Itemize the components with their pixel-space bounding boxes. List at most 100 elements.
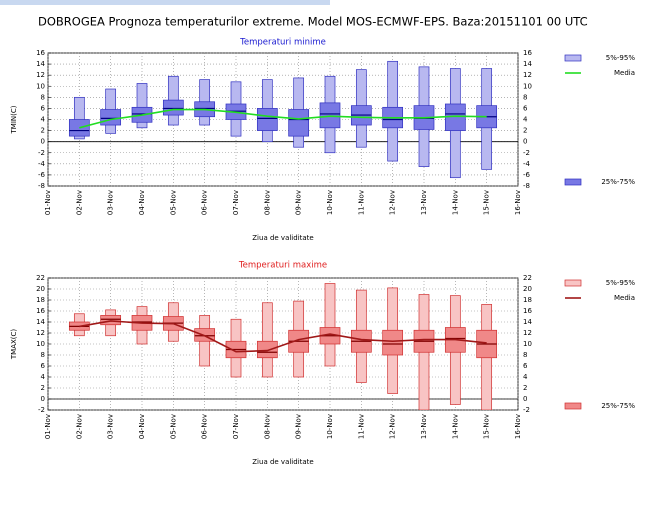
y-tick-label-right: 0 <box>523 138 527 146</box>
x-tick-label: 10-Nov <box>326 414 334 439</box>
range-box <box>261 302 273 378</box>
y-tick-label: 4 <box>41 373 46 381</box>
y-tick-label-right: -8 <box>523 182 530 190</box>
banner <box>0 0 330 5</box>
iqr-box <box>256 340 278 359</box>
y-tick-label: 0 <box>41 138 45 146</box>
y-tick-label-right: 4 <box>523 116 528 124</box>
y-tick-label-right: 12 <box>523 329 532 337</box>
y-tick-label-right: -2 <box>523 149 530 157</box>
y-tick-label: 6 <box>41 104 46 112</box>
x-tick-label: 02-Nov <box>75 414 83 439</box>
x-tick-label: 09-Nov <box>295 190 303 215</box>
y-tick-label: 8 <box>41 351 45 359</box>
y-tick-label-right: -6 <box>523 171 531 179</box>
iqr-box <box>288 109 310 137</box>
x-tick-label: 12-Nov <box>389 414 397 439</box>
chart-subtitle: Temperaturi minime <box>239 38 326 48</box>
y-tick-label-right: 22 <box>523 274 532 282</box>
y-tick-label: 16 <box>36 307 45 315</box>
y-tick-label: -8 <box>38 182 45 190</box>
y-tick-label: -2 <box>38 149 45 157</box>
y-axis-label: TMIN(C) <box>10 105 18 134</box>
y-tick-label: 22 <box>36 274 45 282</box>
y-tick-label: 2 <box>41 127 45 135</box>
legend-box-swatch <box>564 402 582 410</box>
y-tick-label: 20 <box>36 285 45 293</box>
x-tick-label: 06-Nov <box>201 414 209 439</box>
x-tick-label: 10-Nov <box>326 190 334 215</box>
iqr-box <box>162 99 184 116</box>
iqr-box <box>319 102 341 129</box>
legend-range: 5%-95% <box>606 279 636 287</box>
legend-range: 5%-95% <box>606 54 636 62</box>
x-tick-label: 09-Nov <box>295 414 303 439</box>
y-tick-label-right: 16 <box>523 49 532 57</box>
y-tick-label-right: -2 <box>523 406 530 414</box>
y-tick-label: 12 <box>36 71 45 79</box>
y-tick-label: -2 <box>38 406 45 414</box>
y-tick-label-right: 4 <box>523 373 528 381</box>
chart-subtitle: Temperaturi maxime <box>238 261 327 271</box>
x-tick-label: 04-Nov <box>138 414 146 439</box>
y-tick-label: 0 <box>41 395 45 403</box>
y-tick-label-right: 14 <box>523 318 532 326</box>
y-tick-label-right: 6 <box>523 362 528 370</box>
x-tick-label: 11-Nov <box>357 414 365 439</box>
y-tick-label: 10 <box>36 82 45 90</box>
x-tick-label: 02-Nov <box>75 190 83 215</box>
x-tick-label: 13-Nov <box>420 190 428 215</box>
x-tick-label: 01-Nov <box>44 190 52 215</box>
iqr-box <box>382 329 404 356</box>
y-tick-label: 4 <box>41 116 46 124</box>
y-tick-label-right: -4 <box>523 160 531 168</box>
y-tick-label: 8 <box>41 93 45 101</box>
iqr-box <box>256 108 278 131</box>
boxes <box>68 283 498 410</box>
legend-box: 25%-75% <box>601 402 635 410</box>
y-tick-label: 16 <box>36 49 45 57</box>
x-axis-label: Ziua de validitate <box>252 234 313 242</box>
x-tick-label: 12-Nov <box>389 190 397 215</box>
x-tick-label: 07-Nov <box>232 414 240 439</box>
y-tick-label-right: 12 <box>523 71 532 79</box>
y-tick-label: -6 <box>38 171 46 179</box>
x-tick-label: 03-Nov <box>107 414 115 439</box>
y-tick-label-right: 0 <box>523 395 527 403</box>
y-tick-label: 14 <box>36 60 45 68</box>
y-tick-label-right: 8 <box>523 93 527 101</box>
legend-box: 25%-75% <box>601 178 635 186</box>
x-tick-label: 04-Nov <box>138 190 146 215</box>
iqr-box <box>100 109 122 126</box>
x-tick-label: 05-Nov <box>169 414 177 439</box>
x-tick-label: 15-Nov <box>483 190 491 215</box>
range-box <box>324 283 336 367</box>
x-tick-label: 05-Nov <box>169 190 177 215</box>
y-tick-label: 12 <box>36 329 45 337</box>
x-tick-label: 13-Nov <box>420 414 428 439</box>
y-tick-label: 14 <box>36 318 45 326</box>
mean-line <box>79 108 487 129</box>
y-tick-label-right: 8 <box>523 351 527 359</box>
x-tick-label: 16-Nov <box>514 190 522 215</box>
y-tick-label-right: 10 <box>523 82 532 90</box>
y-tick-label-right: 2 <box>523 127 527 135</box>
y-tick-label-right: 10 <box>523 340 532 348</box>
y-tick-label-right: 14 <box>523 60 532 68</box>
legend-range-swatch <box>564 54 582 62</box>
x-tick-label: 14-Nov <box>451 414 459 439</box>
y-axis-label: TMAX(C) <box>10 329 18 361</box>
x-tick-label: 08-Nov <box>263 190 271 215</box>
x-tick-label: 14-Nov <box>451 190 459 215</box>
iqr-box <box>100 315 122 326</box>
x-tick-label: 08-Nov <box>263 414 271 439</box>
y-tick-label: -4 <box>38 160 46 168</box>
legend-range-swatch <box>564 279 582 287</box>
legend-mean: Media <box>614 294 635 302</box>
y-tick-label: 10 <box>36 340 45 348</box>
x-tick-label: 03-Nov <box>107 190 115 215</box>
y-tick-label: 2 <box>41 384 45 392</box>
y-tick-label-right: 2 <box>523 384 527 392</box>
x-tick-label: 07-Nov <box>232 190 240 215</box>
page-title: DOBROGEA Prognoza temperaturilor extreme… <box>38 15 588 29</box>
